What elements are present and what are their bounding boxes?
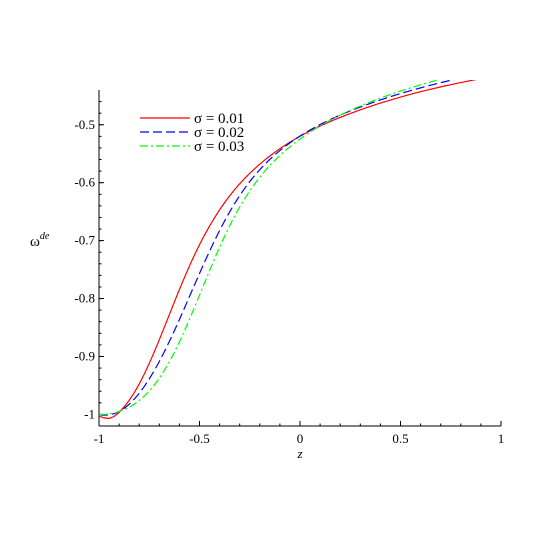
y-tick-label: -0.5	[74, 117, 95, 132]
y-tick-label: -0.7	[74, 233, 95, 248]
y-axis-label-sup: de	[40, 231, 50, 242]
legend-label-2: σ = 0.02	[194, 125, 244, 141]
series-line-1	[99, 80, 477, 420]
y-tick-label: -0.8	[74, 291, 95, 306]
y-tick-label: -1	[84, 406, 95, 421]
series-line-2	[99, 80, 455, 416]
y-tick-label: -0.9	[74, 348, 95, 363]
x-tick-label: -1	[94, 431, 105, 446]
axes	[98, 90, 501, 427]
series-group	[99, 80, 477, 420]
x-tick-label: 1	[498, 431, 505, 446]
ticks: -1 -0.5 0 0.5 1 -1 -0.9 -0.8 -0.7 -0.6 -0.5	[74, 101, 505, 446]
series-line-3	[99, 80, 441, 416]
y-axis-label-base: ω	[30, 234, 40, 250]
legend: σ = 0.01σ = 0.02σ = 0.03	[140, 111, 244, 155]
y-tick-label: -0.6	[74, 175, 95, 190]
x-axis-label: z	[296, 446, 302, 461]
y-axis-label: ωde	[30, 231, 50, 250]
legend-label-3: σ = 0.03	[194, 139, 244, 155]
x-tick-label: 0.5	[392, 431, 408, 446]
legend-label-1: σ = 0.01	[194, 111, 244, 127]
x-tick-label: 0	[297, 431, 304, 446]
x-tick-label: -0.5	[189, 431, 210, 446]
